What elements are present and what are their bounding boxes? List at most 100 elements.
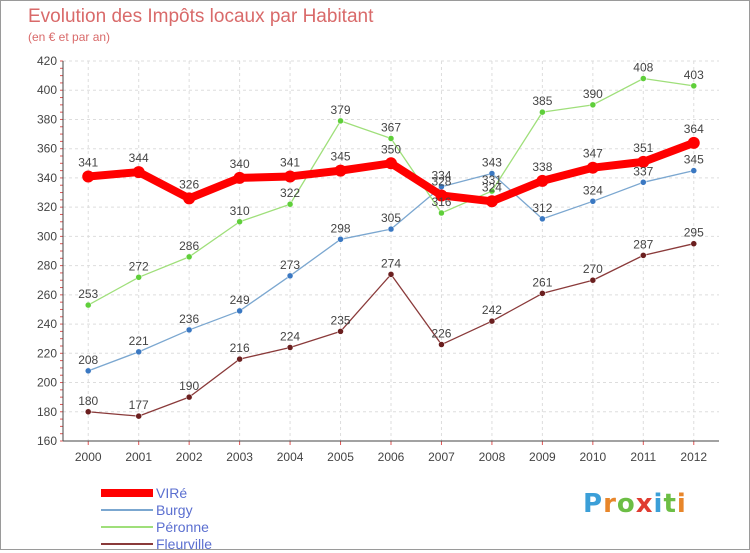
y-tick-label-340: 340 <box>37 171 57 185</box>
data-label-fleurville-2008: 242 <box>482 303 502 317</box>
data-label-burgy-2008: 343 <box>482 156 502 170</box>
y-tick-label-420: 420 <box>37 54 57 68</box>
data-point-peronne-2004 <box>286 200 294 208</box>
data-label-vire-2000: 341 <box>78 155 98 169</box>
data-label-peronne-2002: 286 <box>179 239 199 253</box>
x-tick-label-2005: 2005 <box>327 450 354 464</box>
data-label-vire-2009: 338 <box>532 160 552 174</box>
data-point-burgy-2002 <box>185 326 193 334</box>
proxiti-logo: Proxiti <box>583 489 687 519</box>
data-point-peronne-2007 <box>438 209 445 217</box>
data-label-fleurville-2011: 287 <box>633 237 653 251</box>
data-label-burgy-2001: 221 <box>129 334 149 348</box>
data-point-fleurville-2007 <box>438 341 445 348</box>
data-point-vire-2011 <box>637 155 650 168</box>
axis-layer: 160 180 200 220 240 260 280 300 320 340 360 380 400 4… <box>37 54 719 464</box>
y-tick-label-400: 400 <box>37 83 57 97</box>
logo-letter: i <box>676 489 687 519</box>
series-layer <box>82 75 700 420</box>
legend-item-burgy: Burgy <box>101 502 301 519</box>
data-label-peronne-2004: 322 <box>280 186 300 200</box>
data-point-peronne-2010 <box>589 101 597 109</box>
legend-item-peronne: Péronne <box>101 519 301 536</box>
data-label-burgy-2004: 273 <box>280 258 300 272</box>
data-label-fleurville-2006: 274 <box>381 256 401 270</box>
data-point-fleurville-2005 <box>337 328 344 335</box>
data-point-fleurville-2001 <box>135 412 142 420</box>
data-point-vire-2012 <box>687 136 700 149</box>
data-label-burgy-2011: 337 <box>633 164 653 178</box>
data-point-burgy-2008 <box>488 170 496 177</box>
x-tick-label-2004: 2004 <box>277 450 304 464</box>
data-label-burgy-2006: 305 <box>381 211 401 225</box>
y-tick-label-280: 280 <box>37 259 57 273</box>
logo-letter: r <box>603 489 617 519</box>
logo-letter: t <box>663 489 677 519</box>
logo-letter: o <box>616 489 636 519</box>
data-label-fleurville-2009: 261 <box>532 275 552 289</box>
data-label-fleurville-2004: 224 <box>280 329 300 343</box>
x-tick-label-2000: 2000 <box>75 450 102 464</box>
data-point-burgy-2000 <box>84 367 92 375</box>
label-layer: 208 221 236 249 273 298 305 334 343 312 324 337 345 2… <box>78 61 704 413</box>
y-tick-label-180: 180 <box>37 405 57 419</box>
data-point-vire-2006 <box>385 157 397 170</box>
data-label-vire-2010: 347 <box>583 147 603 161</box>
grid-layer <box>63 60 719 442</box>
logo-letter: x <box>635 489 654 519</box>
data-label-vire-2007: 328 <box>431 174 451 188</box>
data-point-burgy-2005 <box>337 236 344 243</box>
data-label-burgy-2003: 249 <box>230 293 250 307</box>
data-label-peronne-2012: 403 <box>684 68 704 82</box>
data-point-fleurville-2011 <box>640 252 647 259</box>
data-label-fleurville-2007: 226 <box>431 327 451 341</box>
data-label-fleurville-2005: 235 <box>331 313 351 327</box>
data-label-peronne-2010: 390 <box>583 87 603 101</box>
data-label-vire-2003: 340 <box>230 157 250 171</box>
data-point-vire-2001 <box>132 166 145 179</box>
data-point-vire-2008 <box>485 195 498 208</box>
legend-swatch-fleurville <box>101 543 153 545</box>
data-label-fleurville-2000: 180 <box>78 394 98 408</box>
data-label-burgy-2002: 236 <box>179 312 199 326</box>
data-point-vire-2002 <box>183 192 196 205</box>
data-point-peronne-2001 <box>135 274 142 281</box>
legend-swatch-peronne <box>101 526 153 528</box>
x-tick-label-2012: 2012 <box>680 450 707 464</box>
data-point-peronne-2012 <box>690 82 698 90</box>
data-point-vire-2000 <box>82 170 95 183</box>
data-point-fleurville-2008 <box>488 317 496 325</box>
x-tick-label-2009: 2009 <box>529 450 556 464</box>
data-point-peronne-2002 <box>185 253 193 261</box>
logo-letter: P <box>583 489 604 519</box>
data-label-fleurville-2012: 295 <box>684 226 704 240</box>
data-label-burgy-2007: 334 <box>431 169 451 183</box>
data-label-fleurville-2001: 177 <box>129 398 149 412</box>
data-label-peronne-2007: 316 <box>431 195 451 209</box>
data-label-burgy-2005: 298 <box>331 221 351 235</box>
data-label-peronne-2009: 385 <box>532 94 552 108</box>
data-label-fleurville-2003: 216 <box>230 341 250 355</box>
legend: VIRé Burgy Péronne Fleurville <box>101 485 301 553</box>
data-label-burgy-2009: 312 <box>532 201 552 215</box>
data-point-peronne-2000 <box>84 301 92 309</box>
chart-title: Evolution des Impôts locaux par Habitant <box>28 6 374 27</box>
legend-swatch-vire <box>101 489 153 497</box>
data-point-burgy-2011 <box>640 179 647 186</box>
y-tick-label-240: 240 <box>37 317 57 331</box>
data-label-vire-2002: 326 <box>179 177 199 191</box>
y-tick-label-380: 380 <box>37 112 57 126</box>
legend-item-fleurville: Fleurville <box>101 536 301 553</box>
data-point-burgy-2004 <box>286 272 294 280</box>
data-label-burgy-2010: 324 <box>583 183 603 197</box>
data-label-peronne-2006: 367 <box>381 120 401 134</box>
data-point-fleurville-2003 <box>236 355 243 363</box>
data-point-burgy-2009 <box>539 215 546 223</box>
legend-label-burgy: Burgy <box>156 502 193 518</box>
x-tick-label-2002: 2002 <box>176 450 203 464</box>
data-point-burgy-2012 <box>690 167 698 174</box>
data-point-vire-2004 <box>284 170 297 183</box>
data-label-burgy-2012: 345 <box>684 153 704 167</box>
y-tick-label-220: 220 <box>37 346 57 360</box>
data-point-fleurville-2006 <box>387 271 395 278</box>
